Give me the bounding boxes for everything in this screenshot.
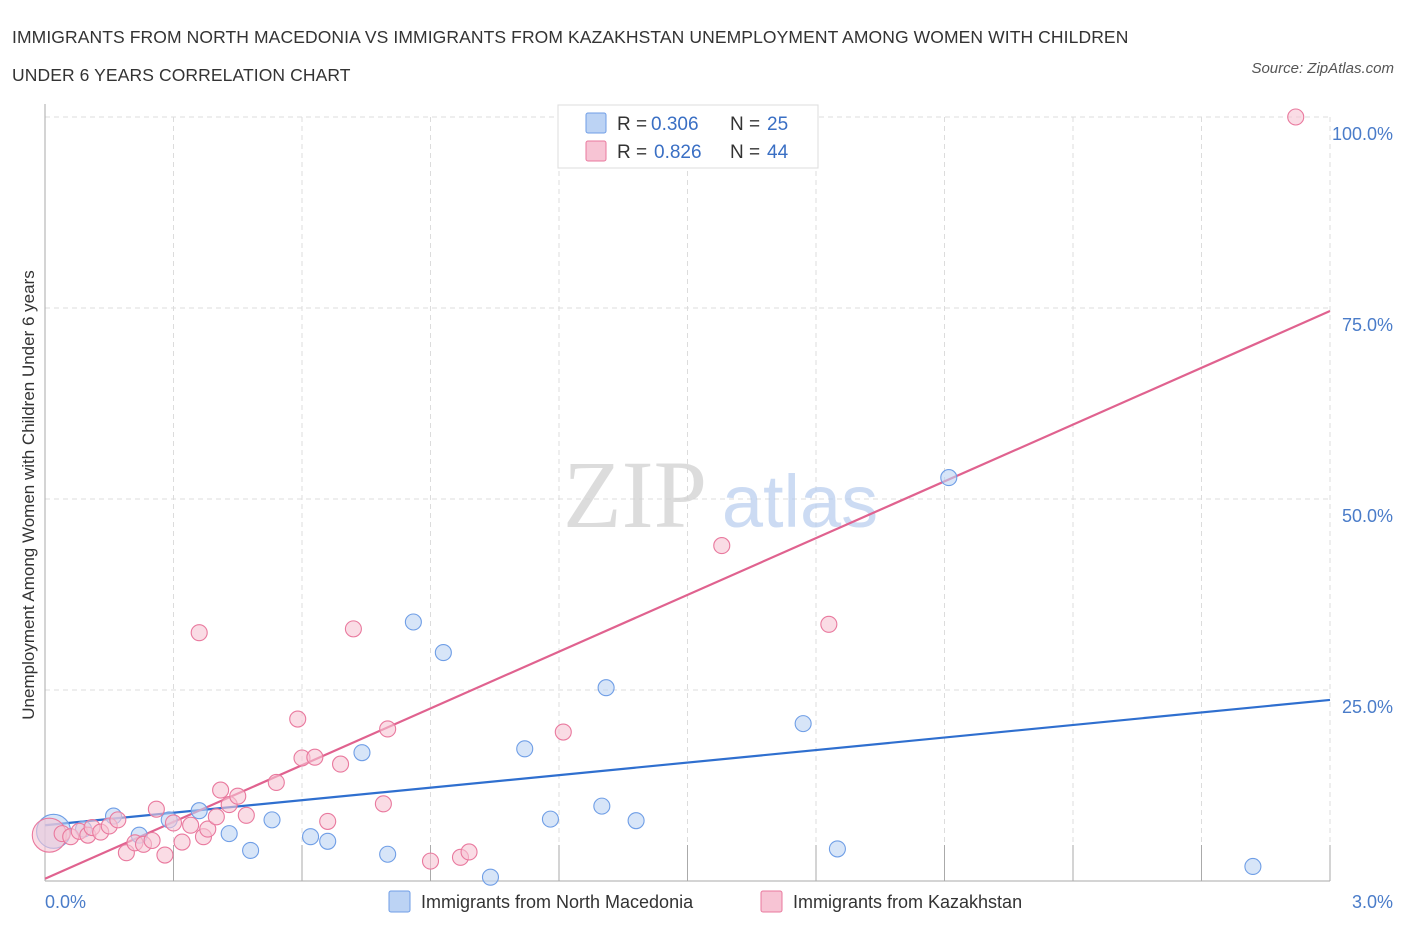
y-tick-label: 100.0% bbox=[1332, 124, 1393, 144]
legend-n-value-blue: 25 bbox=[767, 114, 788, 135]
legend: R = 0.306 N = 25 R = 0.826 N = 44 bbox=[557, 104, 819, 169]
point-north-macedonia bbox=[1244, 857, 1262, 876]
point-kazakhstan bbox=[164, 814, 183, 832]
point-north-macedonia bbox=[597, 679, 615, 697]
legend-n-label: N = bbox=[730, 114, 760, 135]
point-kazakhstan bbox=[379, 720, 397, 738]
point-kazakhstan bbox=[319, 812, 337, 830]
legend-r-value-pink: 0.826 bbox=[654, 142, 702, 163]
point-kazakhstan bbox=[147, 800, 165, 818]
point-kazakhstan bbox=[421, 852, 440, 870]
bottom-legend-swatch-blue bbox=[388, 890, 411, 913]
legend-r-value-blue: 0.306 bbox=[651, 114, 699, 135]
legend-r-label: R = bbox=[617, 142, 647, 163]
point-kazakhstan bbox=[237, 806, 255, 824]
bottom-legend-label-pink: Immigrants from Kazakhstan bbox=[793, 892, 1022, 912]
point-kazakhstan bbox=[109, 811, 127, 829]
point-kazakhstan bbox=[1287, 108, 1305, 126]
axes bbox=[44, 104, 1331, 882]
point-north-macedonia bbox=[319, 832, 337, 850]
y-tick-label: 75.0% bbox=[1342, 315, 1393, 335]
point-kazakhstan bbox=[713, 537, 731, 555]
point-north-macedonia bbox=[627, 812, 645, 830]
point-kazakhstan bbox=[554, 723, 572, 741]
source-label: Source: ZipAtlas.com bbox=[1251, 60, 1394, 77]
point-kazakhstan bbox=[289, 710, 307, 728]
bottom-legend-swatch-pink bbox=[760, 890, 783, 913]
y-tick-label: 25.0% bbox=[1342, 697, 1393, 717]
bottom-legend-label-blue: Immigrants from North Macedonia bbox=[421, 892, 694, 912]
point-north-macedonia bbox=[353, 744, 371, 762]
point-kazakhstan bbox=[156, 846, 174, 864]
data-points bbox=[31, 108, 1305, 886]
point-north-macedonia bbox=[220, 825, 238, 843]
point-kazakhstan bbox=[207, 808, 225, 826]
chart-title: IMMIGRANTS FROM NORTH MACEDONIA VS IMMIG… bbox=[12, 27, 1129, 85]
point-kazakhstan bbox=[374, 795, 392, 813]
point-north-macedonia bbox=[379, 845, 397, 863]
point-north-macedonia bbox=[828, 840, 846, 858]
point-kazakhstan bbox=[182, 816, 200, 834]
point-north-macedonia bbox=[593, 797, 611, 815]
legend-n-label: N = bbox=[730, 142, 760, 163]
y-axis-label: Unemployment Among Women with Children U… bbox=[19, 270, 38, 719]
point-kazakhstan bbox=[344, 620, 362, 638]
y-tick-label: 50.0% bbox=[1342, 506, 1393, 526]
legend-n-value-pink: 44 bbox=[767, 142, 789, 163]
bottom-legend: Immigrants from North Macedonia Immigran… bbox=[388, 890, 1022, 913]
trend-line-kazakhstan bbox=[44, 310, 1331, 880]
x-tick-label: 0.0% bbox=[45, 892, 86, 912]
point-kazakhstan bbox=[143, 831, 161, 850]
point-kazakhstan bbox=[229, 787, 247, 805]
point-kazakhstan bbox=[460, 843, 478, 861]
trend-lines bbox=[44, 310, 1331, 880]
tick-labels: 25.0% 50.0% 75.0% 100.0% 0.0% 3.0% bbox=[45, 124, 1393, 912]
point-kazakhstan bbox=[190, 624, 208, 642]
point-north-macedonia bbox=[541, 810, 559, 828]
point-north-macedonia bbox=[263, 811, 281, 829]
point-north-macedonia bbox=[940, 469, 958, 487]
point-north-macedonia bbox=[794, 715, 812, 733]
watermark-zip: ZIP bbox=[563, 441, 707, 548]
point-kazakhstan bbox=[267, 773, 285, 791]
watermark-atlas: atlas bbox=[722, 460, 878, 543]
point-kazakhstan bbox=[212, 781, 230, 799]
point-kazakhstan bbox=[199, 820, 217, 838]
point-north-macedonia bbox=[190, 802, 208, 820]
point-north-macedonia bbox=[242, 841, 260, 859]
legend-r-label: R = bbox=[617, 114, 647, 135]
point-kazakhstan bbox=[820, 615, 838, 633]
point-north-macedonia bbox=[404, 613, 422, 631]
legend-swatch-blue bbox=[585, 112, 607, 134]
point-kazakhstan bbox=[306, 748, 324, 766]
point-north-macedonia bbox=[302, 828, 320, 846]
point-north-macedonia bbox=[516, 740, 534, 758]
legend-swatch-pink bbox=[585, 140, 607, 162]
point-kazakhstan bbox=[331, 755, 350, 773]
x-tick-label: 3.0% bbox=[1352, 892, 1393, 912]
point-north-macedonia bbox=[434, 644, 452, 662]
point-north-macedonia bbox=[481, 868, 500, 886]
point-kazakhstan bbox=[173, 833, 191, 851]
trend-line-north-macedonia bbox=[44, 698, 1331, 827]
